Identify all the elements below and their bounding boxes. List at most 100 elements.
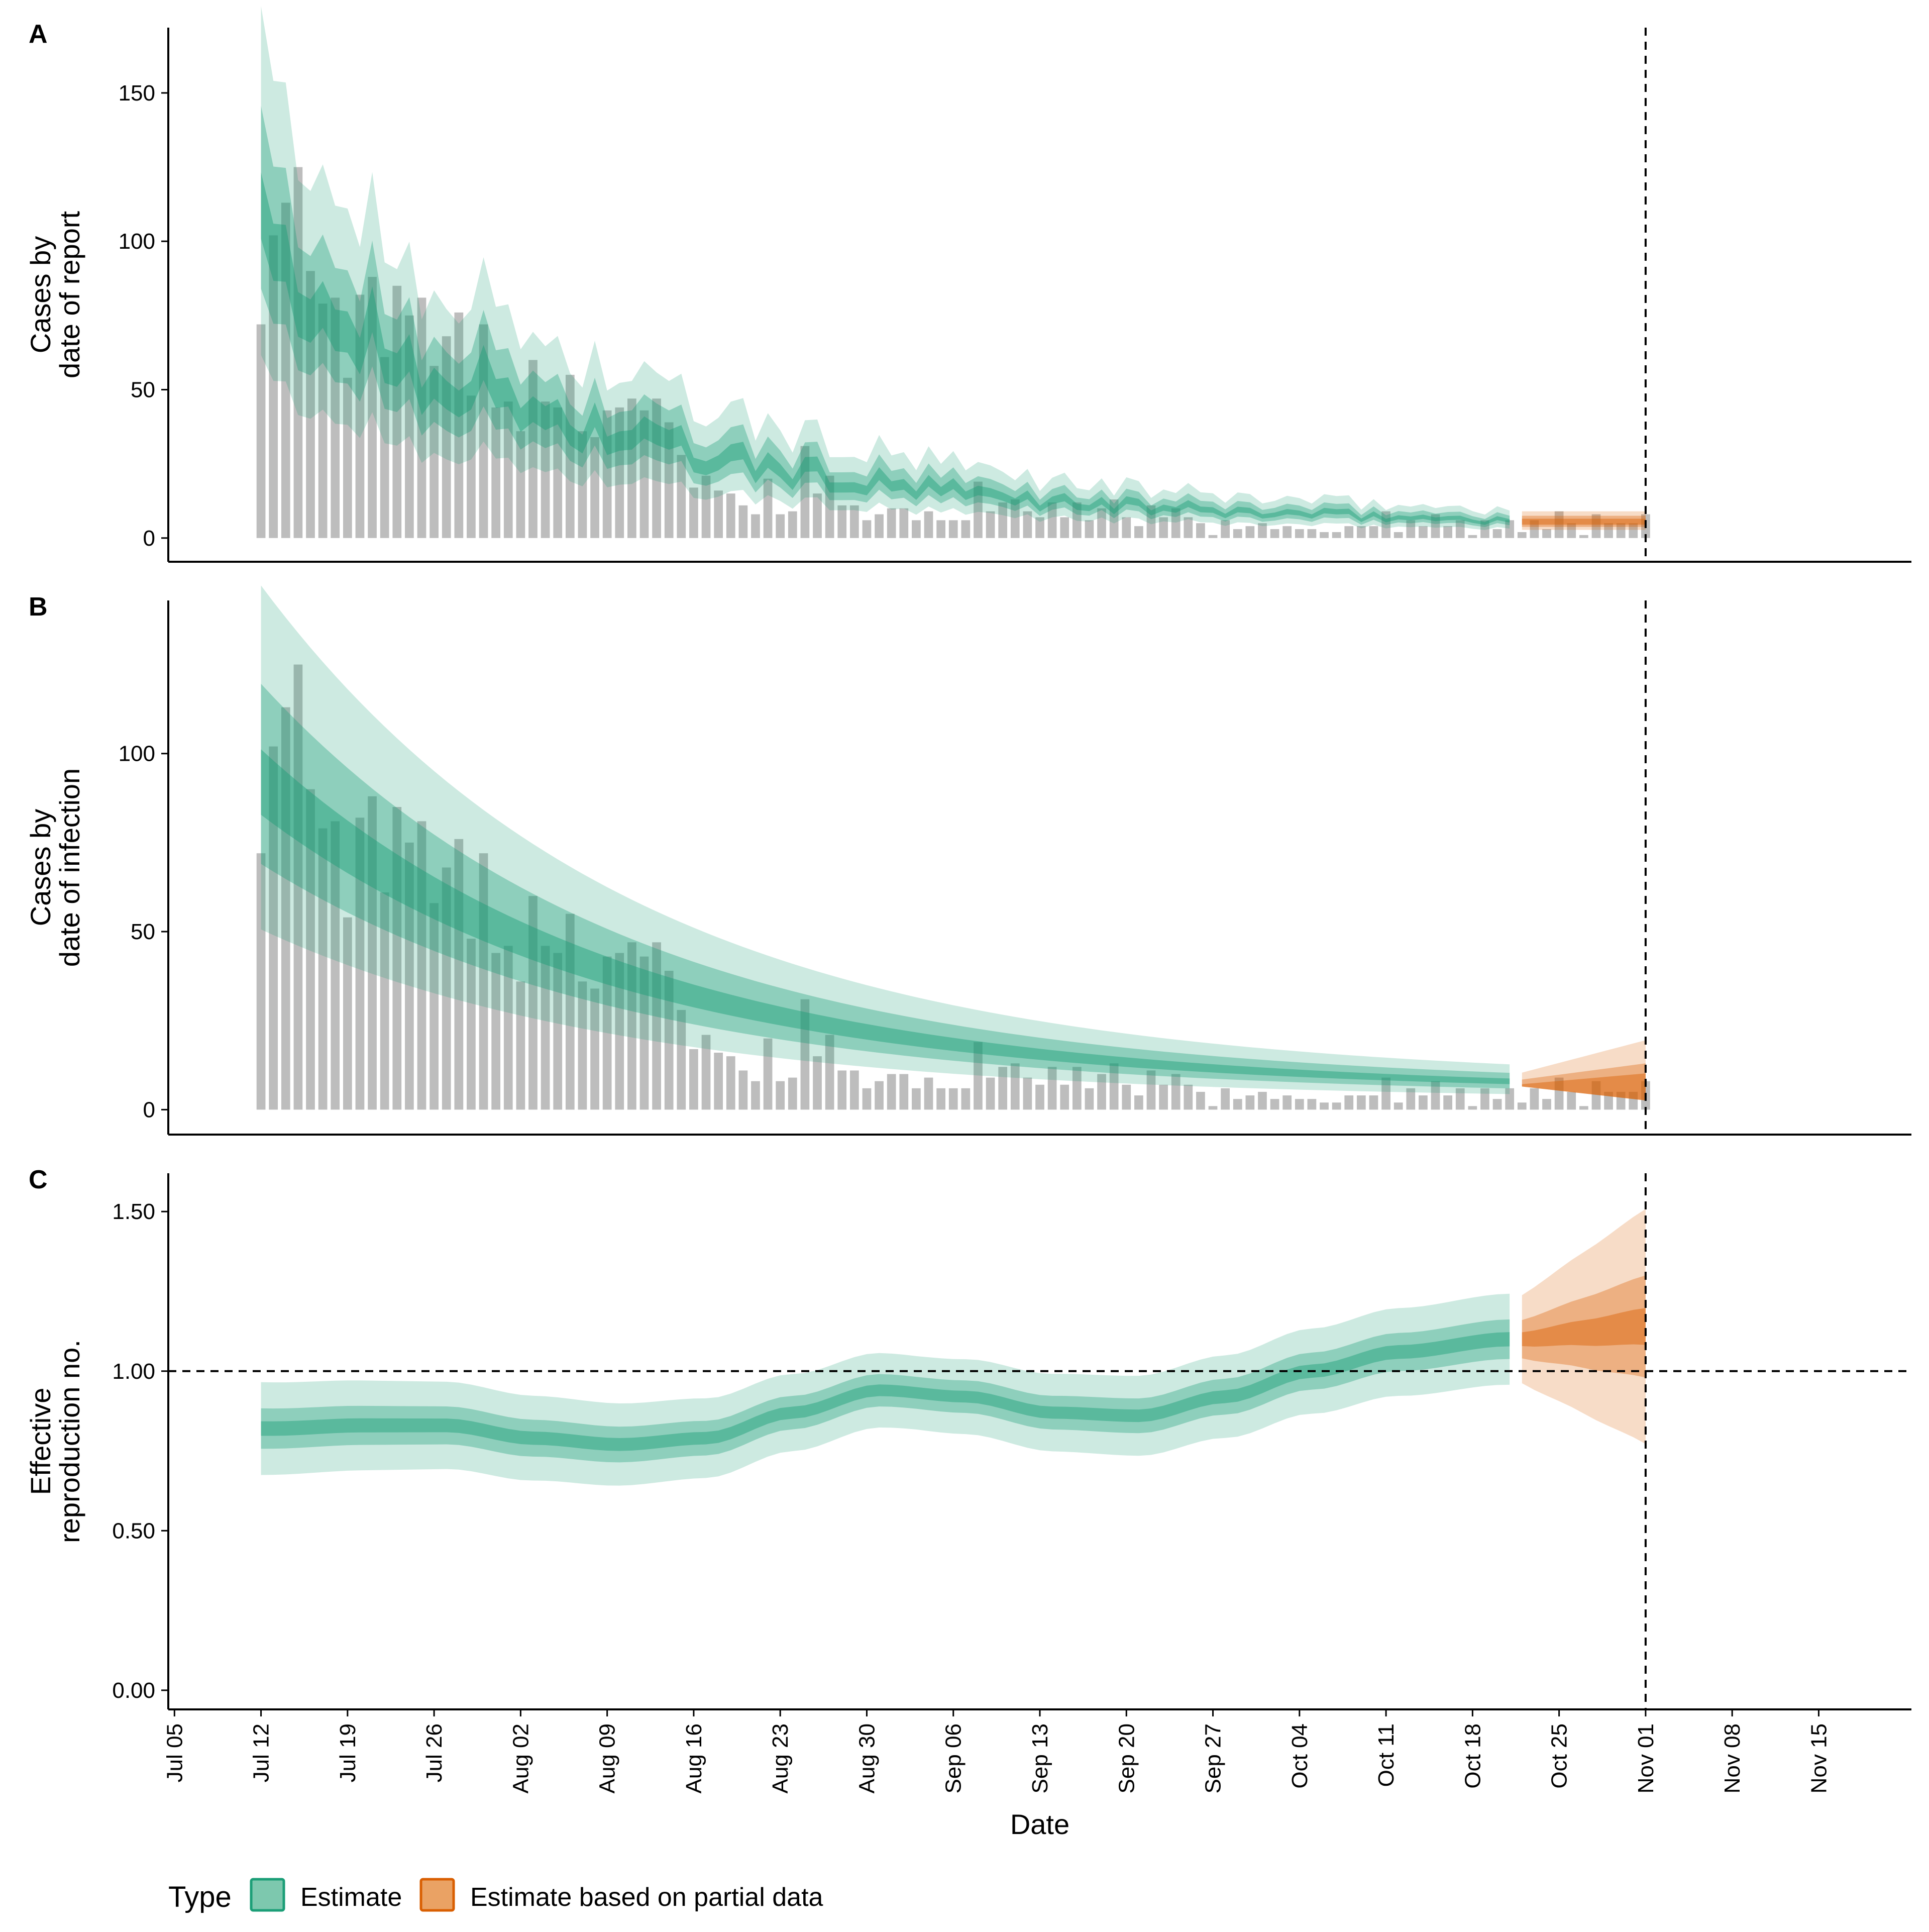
case-bar bbox=[862, 520, 872, 538]
case-bar bbox=[738, 1070, 748, 1110]
case-bar bbox=[1455, 520, 1465, 538]
case-bar bbox=[701, 475, 711, 538]
case-bar bbox=[912, 1088, 921, 1110]
case-bar bbox=[825, 475, 834, 538]
case-bar bbox=[590, 437, 599, 538]
case-bar bbox=[1554, 1077, 1564, 1110]
case-bar bbox=[924, 1077, 933, 1110]
case-bar bbox=[1492, 529, 1502, 538]
case-bar bbox=[652, 398, 661, 538]
y-tick-label: 0.50 bbox=[112, 1518, 155, 1543]
case-bar bbox=[998, 502, 1008, 538]
case-bar bbox=[293, 664, 303, 1110]
case-bar bbox=[1270, 1099, 1279, 1110]
case-bar bbox=[565, 374, 575, 538]
case-bar bbox=[1047, 1067, 1057, 1110]
y-tick-label: 0.00 bbox=[112, 1678, 155, 1703]
case-bar bbox=[331, 821, 340, 1110]
case-bar bbox=[1060, 1084, 1069, 1110]
x-tick-label: Aug 02 bbox=[508, 1723, 533, 1793]
case-bar bbox=[689, 1049, 698, 1110]
case-bar bbox=[1320, 1102, 1329, 1110]
case-bar bbox=[417, 297, 426, 538]
case-bar bbox=[1208, 1106, 1218, 1110]
case-bar bbox=[1196, 1091, 1205, 1110]
case-bar bbox=[1356, 1095, 1366, 1110]
case-bar bbox=[1406, 1088, 1416, 1110]
case-bar bbox=[986, 511, 995, 538]
case-bar bbox=[1171, 1074, 1181, 1110]
case-bar bbox=[368, 796, 377, 1110]
panel-label: C bbox=[29, 1165, 48, 1194]
case-bar bbox=[1282, 526, 1292, 538]
case-bar bbox=[961, 1088, 971, 1110]
case-bar bbox=[1356, 526, 1366, 538]
case-bar bbox=[1245, 526, 1255, 538]
x-tick-label: Aug 30 bbox=[854, 1723, 879, 1793]
y-tick-label: 150 bbox=[119, 81, 155, 106]
y-axis-title-line: reproduction no. bbox=[54, 1340, 85, 1543]
case-bar bbox=[281, 707, 290, 1110]
case-bar bbox=[751, 514, 760, 538]
case-bar bbox=[1109, 499, 1119, 538]
x-tick-label: Oct 25 bbox=[1547, 1723, 1572, 1789]
x-tick-label: Nov 15 bbox=[1806, 1723, 1831, 1793]
legend-swatch-estimate bbox=[250, 1878, 285, 1912]
partial-band bbox=[1522, 1209, 1646, 1444]
case-bar bbox=[343, 377, 352, 538]
x-tick-label: Nov 08 bbox=[1720, 1723, 1745, 1793]
case-bar bbox=[355, 294, 365, 538]
case-bar bbox=[1332, 532, 1341, 538]
legend-label-partial: Estimate based on partial data bbox=[470, 1883, 823, 1912]
case-bar bbox=[306, 789, 315, 1110]
case-bar bbox=[1258, 1091, 1267, 1110]
case-bar bbox=[1369, 526, 1378, 538]
x-tick-label: Oct 18 bbox=[1460, 1723, 1485, 1789]
case-bar bbox=[1072, 1067, 1082, 1110]
case-bar bbox=[602, 956, 612, 1110]
case-bar bbox=[751, 1081, 760, 1110]
case-bar bbox=[578, 981, 587, 1110]
case-bar bbox=[293, 167, 303, 538]
case-bar bbox=[1517, 532, 1527, 538]
x-tick-label: Aug 09 bbox=[595, 1723, 620, 1793]
partial-band bbox=[1522, 519, 1646, 525]
case-bar bbox=[924, 511, 933, 538]
case-bar bbox=[1468, 535, 1477, 538]
y-tick-label: 100 bbox=[119, 742, 155, 766]
case-bar bbox=[503, 946, 513, 1110]
x-axis-label: Date bbox=[1010, 1808, 1069, 1840]
case-bar bbox=[380, 357, 389, 538]
case-bar bbox=[738, 505, 748, 538]
case-bar bbox=[974, 481, 983, 538]
case-bar bbox=[442, 867, 451, 1110]
partial-band bbox=[1522, 511, 1646, 530]
x-tick-label: Aug 16 bbox=[682, 1723, 706, 1793]
case-bar bbox=[1579, 535, 1588, 538]
case-bar bbox=[875, 514, 884, 538]
case-bar bbox=[318, 303, 328, 538]
panel-label: B bbox=[29, 592, 48, 622]
case-bar bbox=[763, 478, 773, 538]
case-bar bbox=[1455, 1088, 1465, 1110]
y-tick-label: 0 bbox=[143, 1097, 155, 1122]
case-bar bbox=[256, 853, 266, 1110]
case-bar bbox=[899, 508, 909, 538]
partial-band bbox=[1522, 516, 1646, 527]
case-bar bbox=[1010, 499, 1020, 538]
case-bar bbox=[1419, 526, 1428, 538]
case-bar bbox=[1443, 526, 1452, 538]
case-bar bbox=[1381, 1077, 1390, 1110]
case-bar bbox=[936, 1088, 945, 1110]
y-axis-title-line: Effective bbox=[25, 1388, 56, 1495]
case-bar bbox=[1629, 1091, 1638, 1110]
case-bar bbox=[1604, 523, 1613, 538]
case-bar bbox=[986, 1077, 995, 1110]
case-bar bbox=[256, 324, 266, 538]
case-bar bbox=[1419, 1095, 1428, 1110]
y-tick-label: 1.00 bbox=[112, 1359, 155, 1384]
